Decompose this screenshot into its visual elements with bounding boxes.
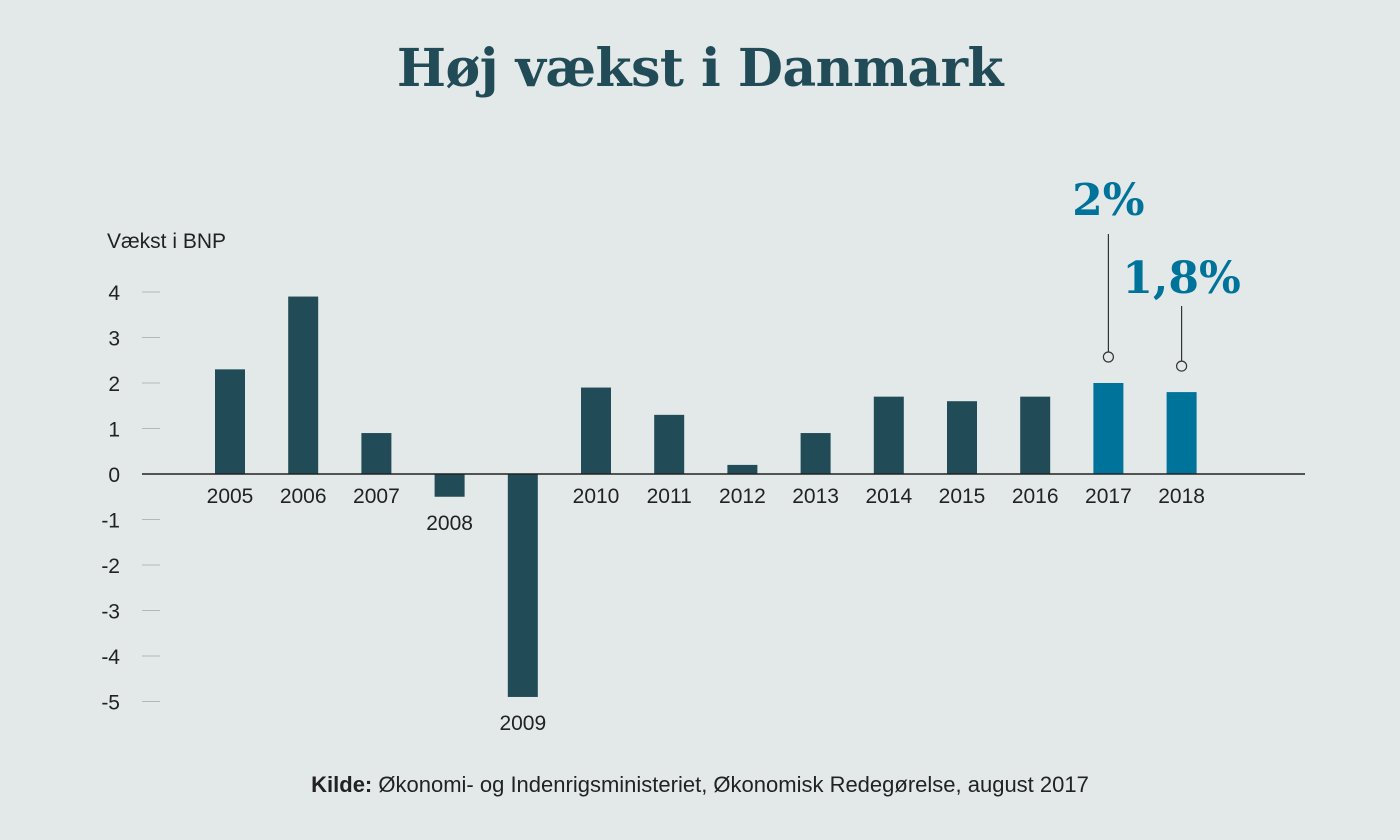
source-text: Økonomi- og Indenrigsministeriet, Økonom… — [378, 772, 1089, 797]
x-tick-label: 2015 — [939, 485, 986, 508]
y-tick-label: -1 — [101, 510, 120, 533]
bar-2005 — [215, 369, 245, 474]
source-label: Kilde: — [311, 772, 373, 797]
chart-title: Høj vækst i Danmark — [396, 38, 1004, 99]
source-note: Kilde: Økonomi- og Indenrigsministeriet,… — [0, 772, 1400, 798]
bar-2016 — [1020, 396, 1051, 474]
y-tick-label: 3 — [108, 328, 120, 351]
bar-2012 — [727, 464, 758, 474]
callout-label-2018: 1,8% — [1122, 253, 1240, 304]
x-tick-label: 2013 — [792, 485, 839, 508]
bar-2017 — [1093, 383, 1124, 474]
bar-2008 — [434, 474, 465, 497]
callout-label-2017: 2% — [1072, 175, 1144, 226]
x-tick-label: 2016 — [1012, 485, 1059, 508]
x-tick-label: 2008 — [426, 512, 473, 535]
bar-2006 — [288, 296, 319, 474]
x-tick-label: 2014 — [865, 485, 912, 508]
x-tick-label: 2006 — [280, 485, 327, 508]
callouts: 2% 1,8% — [1072, 175, 1241, 372]
x-tick-label: 2007 — [353, 485, 400, 508]
y-tick-label: 0 — [108, 464, 120, 487]
x-tick-label: 2018 — [1158, 485, 1205, 508]
bar-2010 — [581, 387, 611, 474]
y-tick-label: 1 — [108, 419, 120, 442]
y-tick-label: -5 — [101, 692, 120, 715]
bar-2015 — [947, 401, 977, 474]
bar-2014 — [873, 396, 904, 474]
x-tick-label: 2009 — [499, 712, 546, 735]
x-tick-label: 2011 — [647, 485, 692, 508]
x-tick-label: 2012 — [719, 485, 766, 508]
y-tick-label: 2 — [108, 373, 120, 396]
bar-2018 — [1166, 392, 1197, 474]
y-tick-label: 4 — [108, 282, 120, 305]
bar-2013 — [800, 433, 831, 474]
y-axis-ticks: 4 3 2 1 0 -1 -2 -3 -4 -5 — [101, 282, 160, 715]
x-axis-labels: 2005 2006 2007 2008 2009 2010 2011 2012 2013 2014… — [207, 485, 1205, 735]
y-tick-label: -4 — [101, 646, 120, 669]
bar-2009 — [507, 474, 538, 697]
callout-marker — [1102, 351, 1115, 363]
callout-marker — [1175, 360, 1188, 372]
x-tick-label: 2017 — [1085, 485, 1132, 508]
bar-2007 — [361, 433, 392, 474]
y-axis-title: Vækst i BNP — [107, 230, 226, 253]
x-tick-label: 2010 — [573, 485, 620, 508]
y-tick-label: -2 — [101, 555, 120, 578]
bar-2011 — [654, 414, 685, 474]
x-tick-label: 2005 — [207, 485, 254, 508]
bars — [215, 296, 1197, 697]
y-tick-label: -3 — [101, 601, 120, 624]
